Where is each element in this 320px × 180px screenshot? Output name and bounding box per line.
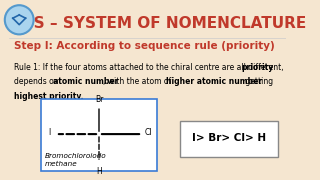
Text: I: I: [49, 128, 51, 137]
Text: I> Br> Cl> H: I> Br> Cl> H: [192, 133, 266, 143]
FancyBboxPatch shape: [41, 99, 157, 171]
Text: higher atomic number: higher atomic number: [166, 77, 262, 86]
Text: depends on: depends on: [14, 77, 61, 86]
Text: R,S – SYSTEM OF NOMENCLATURE: R,S – SYSTEM OF NOMENCLATURE: [16, 16, 307, 31]
Text: Bromochloroiodo
methane: Bromochloroiodo methane: [45, 154, 107, 166]
Text: H: H: [96, 167, 102, 176]
Text: highest priority.: highest priority.: [14, 92, 84, 101]
Circle shape: [5, 5, 34, 34]
Text: getting: getting: [244, 77, 274, 86]
Text: Step I: According to sequence rule (priority): Step I: According to sequence rule (prio…: [14, 41, 275, 51]
Text: Cl: Cl: [145, 128, 152, 137]
Text: Rule 1: If the four atoms attached to the chiral centre are all different,: Rule 1: If the four atoms attached to th…: [14, 63, 286, 72]
Text: Br: Br: [95, 94, 103, 103]
Text: , with the atom of: , with the atom of: [103, 77, 174, 86]
Text: priority: priority: [242, 63, 274, 72]
FancyBboxPatch shape: [180, 121, 278, 157]
Text: atomic number: atomic number: [52, 77, 118, 86]
